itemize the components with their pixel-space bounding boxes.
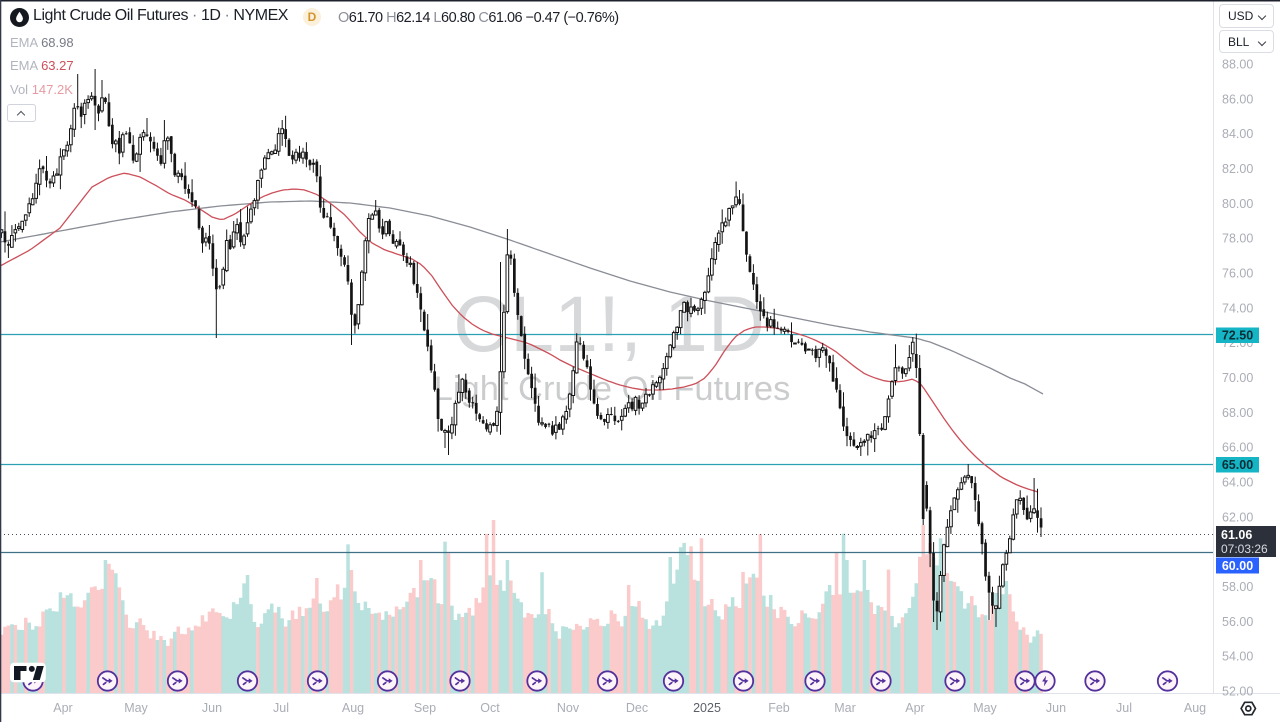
svg-text:Feb: Feb: [768, 701, 790, 715]
svg-text:Jul: Jul: [273, 701, 289, 715]
svg-text:Aug: Aug: [1184, 701, 1206, 715]
svg-text:Apr: Apr: [53, 701, 72, 715]
svg-text:07:03:26: 07:03:26: [1221, 542, 1268, 556]
svg-text:Jul: Jul: [1116, 701, 1132, 715]
svg-text:86.00: 86.00: [1222, 92, 1253, 106]
svg-text:66.00: 66.00: [1222, 441, 1253, 455]
svg-text:78.00: 78.00: [1222, 232, 1253, 246]
svg-text:68.00: 68.00: [1222, 406, 1253, 420]
svg-text:61.06: 61.06: [1221, 528, 1252, 542]
svg-text:80.00: 80.00: [1222, 197, 1253, 211]
svg-text:82.00: 82.00: [1222, 162, 1253, 176]
svg-text:Oct: Oct: [480, 701, 500, 715]
svg-text:70.00: 70.00: [1222, 371, 1253, 385]
svg-text:65.00: 65.00: [1222, 458, 1253, 472]
svg-text:54.00: 54.00: [1222, 650, 1253, 664]
svg-text:56.00: 56.00: [1222, 615, 1253, 629]
svg-text:74.00: 74.00: [1222, 301, 1253, 315]
svg-text:76.00: 76.00: [1222, 267, 1253, 281]
svg-text:88.00: 88.00: [1222, 58, 1253, 72]
svg-text:Dec: Dec: [626, 701, 648, 715]
svg-text:Jun: Jun: [202, 701, 222, 715]
svg-text:2025: 2025: [693, 701, 721, 715]
svg-text:May: May: [973, 701, 997, 715]
svg-text:Apr: Apr: [905, 701, 924, 715]
svg-text:62.00: 62.00: [1222, 510, 1253, 524]
svg-text:CL1!, 1D: CL1!, 1D: [453, 279, 765, 368]
svg-text:Sep: Sep: [414, 701, 436, 715]
svg-text:52.00: 52.00: [1222, 685, 1253, 699]
svg-text:Aug: Aug: [342, 701, 364, 715]
svg-text:84.00: 84.00: [1222, 127, 1253, 141]
svg-text:72.50: 72.50: [1222, 329, 1253, 343]
svg-text:64.00: 64.00: [1222, 476, 1253, 490]
svg-text:May: May: [124, 701, 148, 715]
svg-text:Nov: Nov: [557, 701, 580, 715]
svg-text:Light Crude Oil Futures: Light Crude Oil Futures: [434, 370, 791, 408]
svg-text:60.00: 60.00: [1222, 559, 1253, 573]
svg-text:Mar: Mar: [834, 701, 856, 715]
svg-text:58.00: 58.00: [1222, 580, 1253, 594]
svg-text:Jun: Jun: [1046, 701, 1066, 715]
